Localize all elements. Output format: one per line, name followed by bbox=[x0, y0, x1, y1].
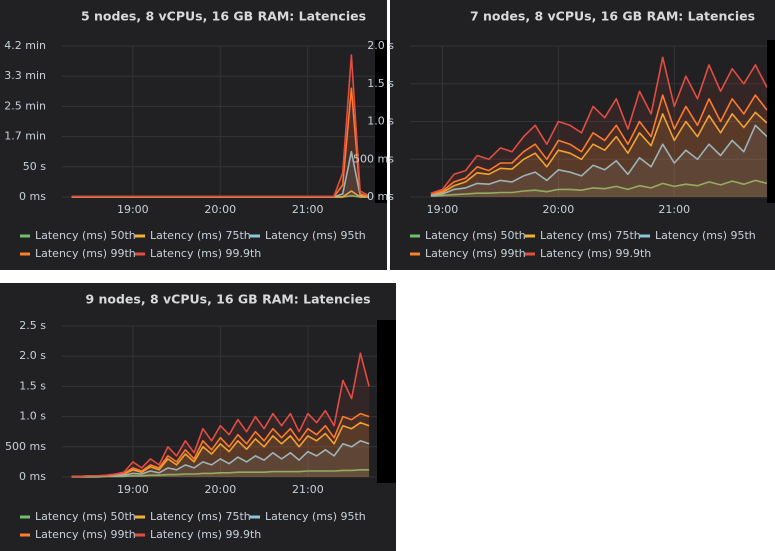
y-tick-label: 50 s bbox=[23, 160, 46, 173]
legend-label: Latency (ms) 95th bbox=[655, 229, 756, 242]
series-line bbox=[430, 94, 768, 195]
x-tick-label: 20:00 bbox=[204, 203, 236, 216]
x-tick-label: 21:00 bbox=[292, 203, 324, 216]
legend-label: Latency (ms) 50th bbox=[35, 229, 136, 242]
series-line bbox=[430, 111, 768, 196]
y-tick-label: 3.3 min bbox=[4, 69, 46, 82]
panel: 7 nodes, 8 vCPUs, 16 GB RAM: Latencies 0 … bbox=[353, 0, 775, 270]
y-tick-label: 0 ms bbox=[19, 190, 46, 203]
y-tick-label: 1.5 s bbox=[19, 379, 46, 392]
legend-swatch bbox=[135, 515, 145, 519]
y-tick-label: 0 ms bbox=[19, 470, 46, 483]
x-tick-label: 20:00 bbox=[205, 483, 237, 496]
series-line bbox=[430, 124, 768, 197]
legend-swatch bbox=[250, 515, 260, 519]
legend-label: Latency (ms) 99th bbox=[425, 247, 526, 260]
series-area bbox=[430, 125, 767, 197]
legend-label: Latency (ms) 99th bbox=[35, 528, 136, 541]
series-line bbox=[71, 412, 370, 478]
legend-label: Latency (ms) 95th bbox=[265, 510, 366, 523]
y-tick-label: 2.0 s bbox=[19, 349, 46, 362]
y-tick-label: 1.7 min bbox=[4, 130, 46, 143]
y-tick-label: 1.0 s bbox=[19, 410, 46, 423]
y-tick-label: 2.0 s bbox=[367, 39, 394, 52]
y-tick-label: 0 ms bbox=[367, 190, 394, 203]
legend-label: Latency (ms) 50th bbox=[425, 229, 526, 242]
legend-label: Latency (ms) 95th bbox=[265, 229, 366, 242]
legend-swatch bbox=[525, 252, 535, 256]
plot-edge bbox=[767, 40, 775, 203]
x-tick-label: 20:00 bbox=[543, 203, 575, 216]
plot-edge bbox=[377, 320, 396, 483]
legend-label: Latency (ms) 75th bbox=[150, 510, 251, 523]
y-tick-label: 500 ms bbox=[5, 440, 46, 453]
panel-background bbox=[390, 0, 775, 270]
series-line bbox=[71, 54, 370, 198]
x-tick-label: 21:00 bbox=[292, 483, 324, 496]
legend-swatch bbox=[20, 533, 30, 537]
y-tick-label: 1.5 s bbox=[367, 77, 394, 90]
x-tick-label: 19:00 bbox=[117, 483, 149, 496]
legend-label: Latency (ms) 99.9th bbox=[540, 247, 651, 260]
y-tick-label: 1.0 s bbox=[367, 115, 394, 128]
panel-title: 9 nodes, 8 vCPUs, 16 GB RAM: Latencies bbox=[85, 292, 370, 307]
legend-swatch bbox=[20, 515, 30, 519]
x-tick-label: 19:00 bbox=[117, 203, 149, 216]
series-area bbox=[71, 440, 370, 477]
legend-swatch bbox=[135, 533, 145, 537]
y-tick-label: 500 ms bbox=[353, 152, 394, 165]
plot-edge bbox=[375, 40, 387, 203]
legend-swatch bbox=[250, 234, 260, 238]
series-line bbox=[71, 469, 370, 478]
legend-label: Latency (ms) 75th bbox=[150, 229, 251, 242]
legend-swatch bbox=[525, 234, 535, 238]
legend-label: Latency (ms) 99th bbox=[35, 247, 136, 260]
series-line bbox=[71, 352, 370, 478]
legend-swatch bbox=[20, 252, 30, 256]
y-tick-label: 4.2 min bbox=[4, 39, 46, 52]
y-tick-label: 2.5 s bbox=[19, 319, 46, 332]
panel: 5 nodes, 8 vCPUs, 16 GB RAM: Latencies 0 … bbox=[0, 0, 387, 270]
series-line bbox=[430, 179, 768, 197]
panel-background bbox=[0, 0, 387, 270]
legend-swatch bbox=[640, 234, 650, 238]
series-area bbox=[430, 112, 767, 197]
legend-swatch bbox=[410, 252, 420, 256]
series-area bbox=[71, 413, 370, 477]
series-area bbox=[430, 57, 767, 197]
series-area bbox=[430, 95, 767, 197]
y-tick-label: 2.5 min bbox=[4, 99, 46, 112]
panel-title: 7 nodes, 8 vCPUs, 16 GB RAM: Latencies bbox=[470, 9, 755, 24]
panel-title: 5 nodes, 8 vCPUs, 16 GB RAM: Latencies bbox=[81, 9, 366, 24]
legend-label: Latency (ms) 75th bbox=[540, 229, 641, 242]
panel: 9 nodes, 8 vCPUs, 16 GB RAM: Latencies 0 … bbox=[0, 283, 396, 551]
x-tick-label: 19:00 bbox=[427, 203, 459, 216]
x-tick-label: 21:00 bbox=[658, 203, 690, 216]
series-line bbox=[430, 56, 768, 194]
series-area bbox=[71, 353, 370, 477]
legend-swatch bbox=[135, 252, 145, 256]
series-line bbox=[71, 440, 370, 478]
series-area bbox=[71, 422, 370, 477]
legend-label: Latency (ms) 99.9th bbox=[150, 528, 261, 541]
legend-swatch bbox=[135, 234, 145, 238]
legend-swatch bbox=[410, 234, 420, 238]
legend-label: Latency (ms) 50th bbox=[35, 510, 136, 523]
legend-swatch bbox=[20, 234, 30, 238]
legend-label: Latency (ms) 99.9th bbox=[150, 247, 261, 260]
